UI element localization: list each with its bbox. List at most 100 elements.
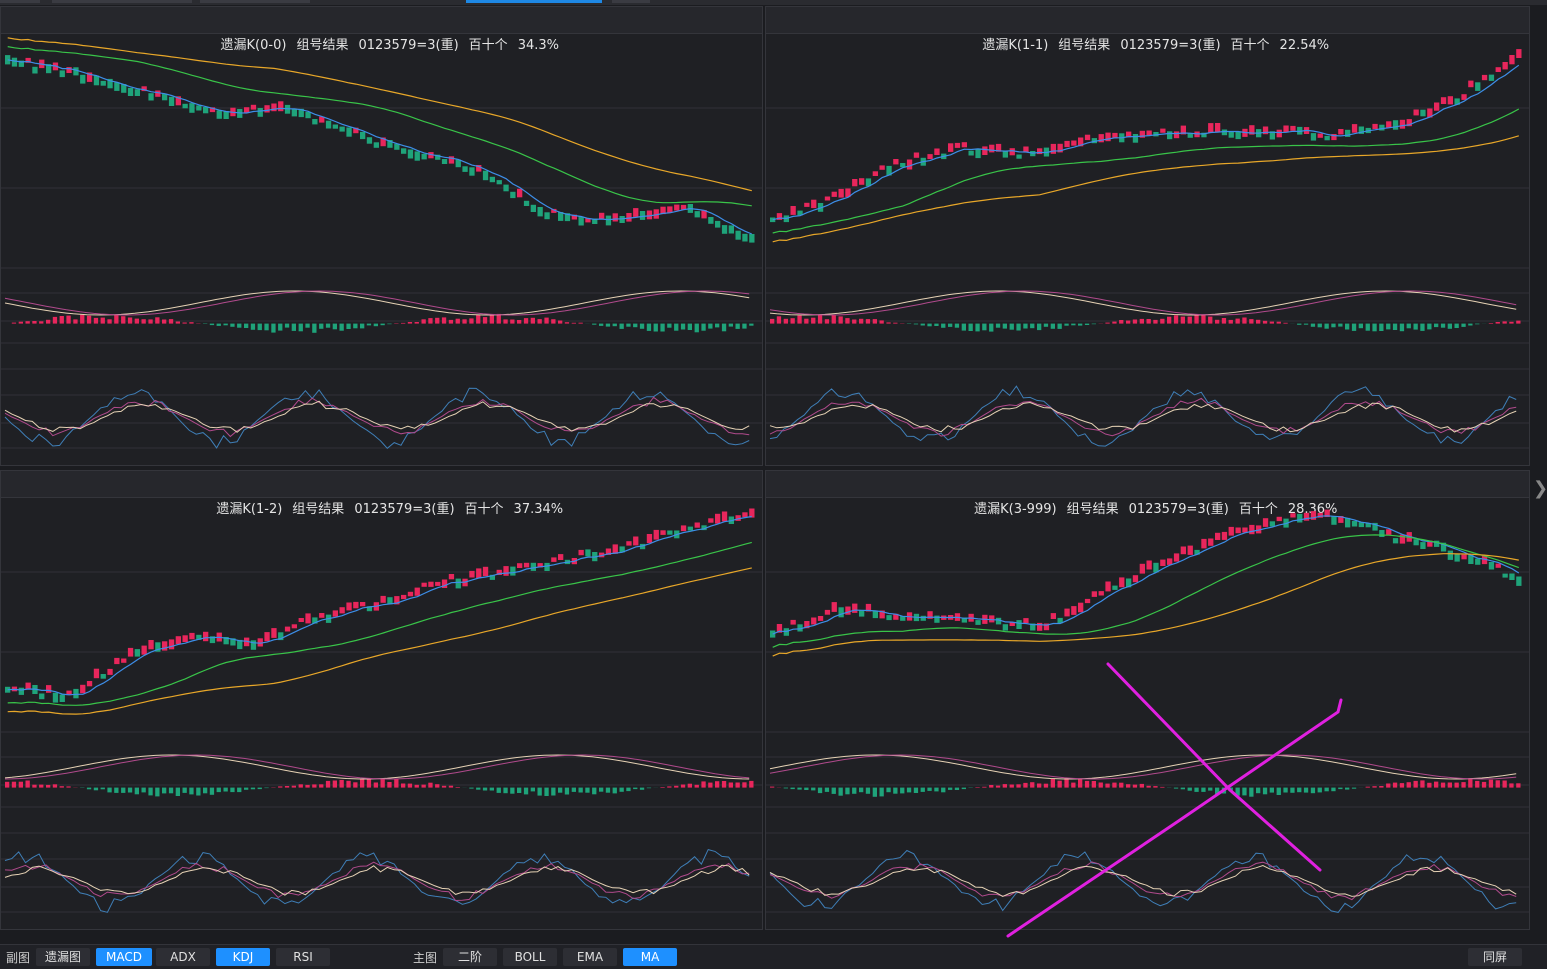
chart-canvas[interactable] xyxy=(766,497,1529,929)
chart-canvas[interactable] xyxy=(1,497,762,929)
macd-line xyxy=(5,291,749,315)
sub-button-rsi[interactable]: RSI xyxy=(276,948,330,966)
candle xyxy=(955,143,960,148)
top-tab[interactable] xyxy=(612,0,650,3)
candle xyxy=(1352,124,1357,133)
candle xyxy=(1386,529,1391,535)
candle xyxy=(1414,110,1419,116)
candle xyxy=(39,694,44,700)
candle xyxy=(94,669,99,679)
macd-bar xyxy=(442,786,446,788)
chart-canvas[interactable] xyxy=(766,33,1529,465)
candle xyxy=(449,574,454,579)
macd-bar xyxy=(292,786,296,788)
macd-bar xyxy=(989,324,993,332)
macd-bar xyxy=(360,324,364,329)
candle xyxy=(292,109,297,116)
main-button-ma[interactable]: MA xyxy=(623,948,677,966)
main-button-second-order[interactable]: 二阶 xyxy=(443,948,497,966)
macd-bar xyxy=(258,788,262,790)
candle xyxy=(80,685,85,693)
macd-bar xyxy=(1229,788,1233,792)
macd-bar xyxy=(544,318,548,324)
macd-bar xyxy=(1372,324,1376,332)
macd-bar xyxy=(1427,783,1431,788)
candle xyxy=(742,234,747,242)
candle xyxy=(579,217,584,226)
sub-button-kdj[interactable]: KDJ xyxy=(216,948,270,966)
macd-bar xyxy=(1051,324,1055,329)
same-screen-button[interactable]: 同屏 xyxy=(1468,948,1522,966)
macd-bar xyxy=(640,788,644,790)
candle xyxy=(1105,582,1110,592)
candle xyxy=(524,201,529,206)
candle xyxy=(1461,555,1466,560)
sub-button-omission[interactable]: 遗漏图 xyxy=(36,948,90,966)
sub-button-macd[interactable]: MACD xyxy=(96,948,152,966)
candle xyxy=(633,537,638,546)
macd-bar xyxy=(811,788,815,791)
macd-bar xyxy=(1414,781,1418,788)
macd-bar xyxy=(1119,783,1123,788)
candle xyxy=(346,603,351,611)
candle xyxy=(456,579,461,589)
candle xyxy=(312,119,317,124)
macd-bar xyxy=(230,324,234,327)
macd-bar xyxy=(900,788,904,794)
macd-bar xyxy=(1188,317,1192,324)
macd-bar xyxy=(982,787,986,788)
macd-bar xyxy=(749,324,753,326)
macd-bar xyxy=(415,785,419,788)
candle xyxy=(1229,527,1234,536)
macd-bar xyxy=(1147,786,1151,788)
macd-bar xyxy=(483,788,487,791)
macd-bar xyxy=(155,788,159,797)
macd-bar xyxy=(101,788,105,790)
top-tab[interactable] xyxy=(52,0,192,3)
macd-bar xyxy=(340,780,344,788)
candle xyxy=(927,154,932,159)
candle xyxy=(1475,82,1480,91)
macd-bar xyxy=(46,320,50,324)
main-button-ema[interactable]: EMA xyxy=(563,948,617,966)
macd-bar xyxy=(599,788,603,792)
candle xyxy=(1516,577,1521,586)
candle xyxy=(135,89,140,96)
candle xyxy=(969,151,974,156)
top-tab[interactable] xyxy=(0,0,40,3)
candle xyxy=(1509,574,1514,581)
top-tab-active[interactable] xyxy=(466,0,602,3)
macd-bar xyxy=(278,786,282,787)
macd-bar xyxy=(114,788,118,793)
candle xyxy=(374,142,379,148)
candle xyxy=(333,610,338,616)
candle xyxy=(26,683,31,690)
main-button-boll[interactable]: BOLL xyxy=(503,948,557,966)
candle xyxy=(1222,130,1227,136)
macd-bar xyxy=(660,324,664,332)
macd-bar xyxy=(360,779,364,788)
macd-bar xyxy=(1037,784,1041,788)
candle xyxy=(503,185,508,192)
candle xyxy=(1010,148,1015,155)
chart-canvas[interactable] xyxy=(1,33,762,465)
macd-bar xyxy=(729,324,733,327)
top-tab[interactable] xyxy=(200,0,310,3)
candle xyxy=(695,523,700,528)
macd-bar xyxy=(224,324,228,326)
macd-bar xyxy=(1297,324,1301,325)
chevron-right-icon[interactable]: ❯ xyxy=(1533,478,1547,499)
macd-bar xyxy=(620,324,624,329)
candle xyxy=(428,582,433,587)
macd-bar xyxy=(333,324,337,330)
sub-button-adx[interactable]: ADX xyxy=(156,948,210,966)
macd-bar xyxy=(476,788,480,790)
macd-bar xyxy=(135,319,139,324)
macd-bar xyxy=(1434,782,1438,788)
macd-bar xyxy=(1085,324,1089,325)
candle xyxy=(811,200,816,208)
